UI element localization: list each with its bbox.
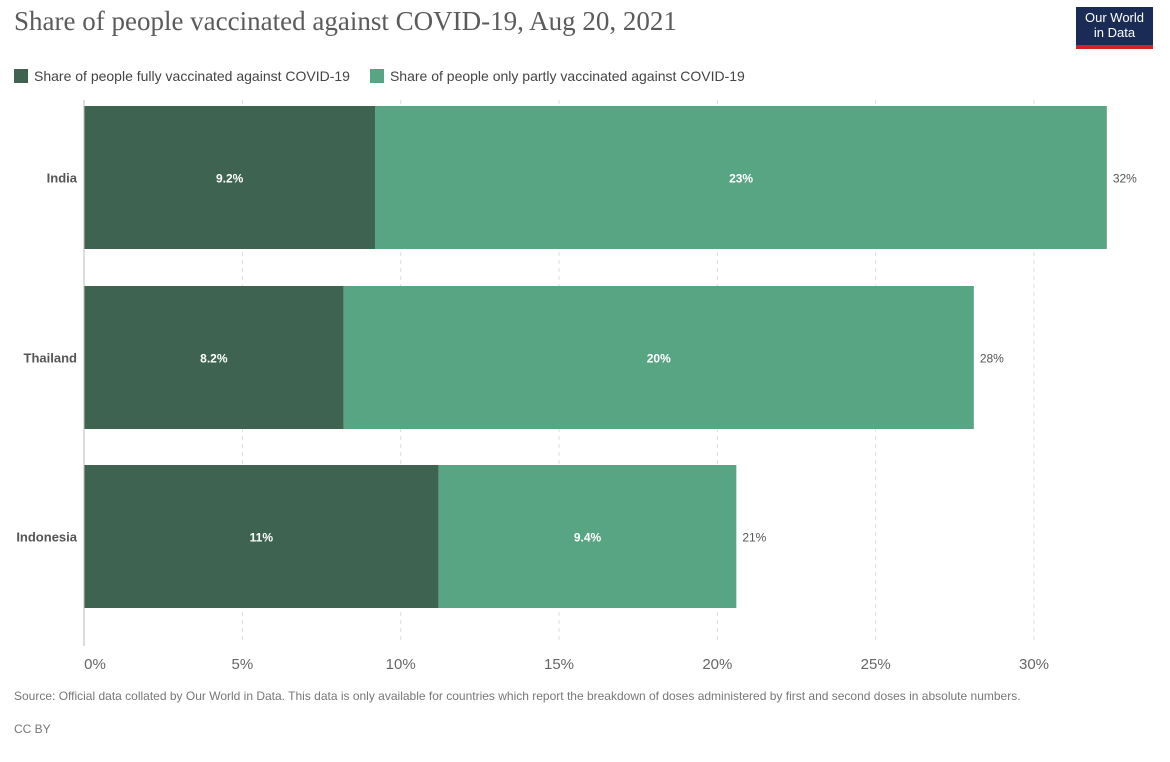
bar-fully-vaccinated[interactable] xyxy=(84,286,344,429)
bar-partly-vaccinated[interactable] xyxy=(375,106,1107,249)
category-label: India xyxy=(47,171,78,186)
license-note: CC BY xyxy=(14,722,51,736)
source-note: Source: Official data collated by Our Wo… xyxy=(14,689,1021,703)
legend-label-fully: Share of people fully vaccinated against… xyxy=(34,68,350,84)
chart-title: Share of people vaccinated against COVID… xyxy=(14,6,677,36)
x-tick-label: 0% xyxy=(84,656,106,673)
legend-item-fully[interactable]: Share of people fully vaccinated against… xyxy=(14,68,350,84)
logo-line-2: in Data xyxy=(1093,25,1136,40)
bar-chart-plot: India 9.2% 23% 32% Thailand 8.2% 20% 28% Indones… xyxy=(16,100,1137,673)
bar-value-label: 9.2% xyxy=(216,172,244,186)
bar-fully-vaccinated[interactable] xyxy=(84,465,439,608)
owid-logo[interactable]: Our World in Data xyxy=(1076,7,1153,49)
legend-swatch-fully xyxy=(14,69,28,83)
bar-total-label: 28% xyxy=(980,352,1004,366)
x-tick-label: 5% xyxy=(231,656,253,673)
category-label: Thailand xyxy=(24,351,78,366)
bars xyxy=(84,106,1107,608)
x-axis: 0% 5% 10% 15% 20% 25% 30% xyxy=(83,100,1049,673)
bar-partly-vaccinated[interactable] xyxy=(343,286,974,429)
bar-value-label: 8.2% xyxy=(200,352,228,366)
x-tick-label: 30% xyxy=(1019,656,1049,673)
bar-total-label: 21% xyxy=(742,531,766,545)
x-tick-label: 25% xyxy=(861,656,891,673)
bar-value-label: 20% xyxy=(647,352,671,366)
labels: India 9.2% 23% 32% Thailand 8.2% 20% 28% Indones… xyxy=(16,171,1137,545)
x-tick-label: 20% xyxy=(702,656,732,673)
category-label: Indonesia xyxy=(16,530,77,545)
bar-partly-vaccinated[interactable] xyxy=(438,465,737,608)
legend: Share of people fully vaccinated against… xyxy=(14,68,765,84)
x-tick-label: 10% xyxy=(386,656,416,673)
legend-swatch-partly xyxy=(369,69,384,83)
legend-item-partly[interactable]: Share of people only partly vaccinated a… xyxy=(369,68,745,84)
legend-label-partly: Share of people only partly vaccinated a… xyxy=(389,68,745,84)
logo-line-1: Our World xyxy=(1085,10,1144,25)
bar-value-label: 9.4% xyxy=(574,531,602,545)
bar-total-label: 32% xyxy=(1113,172,1137,186)
bar-fully-vaccinated[interactable] xyxy=(84,106,376,249)
bar-value-label: 11% xyxy=(250,531,274,545)
x-tick-label: 15% xyxy=(544,656,574,673)
bar-value-label: 23% xyxy=(729,172,753,186)
